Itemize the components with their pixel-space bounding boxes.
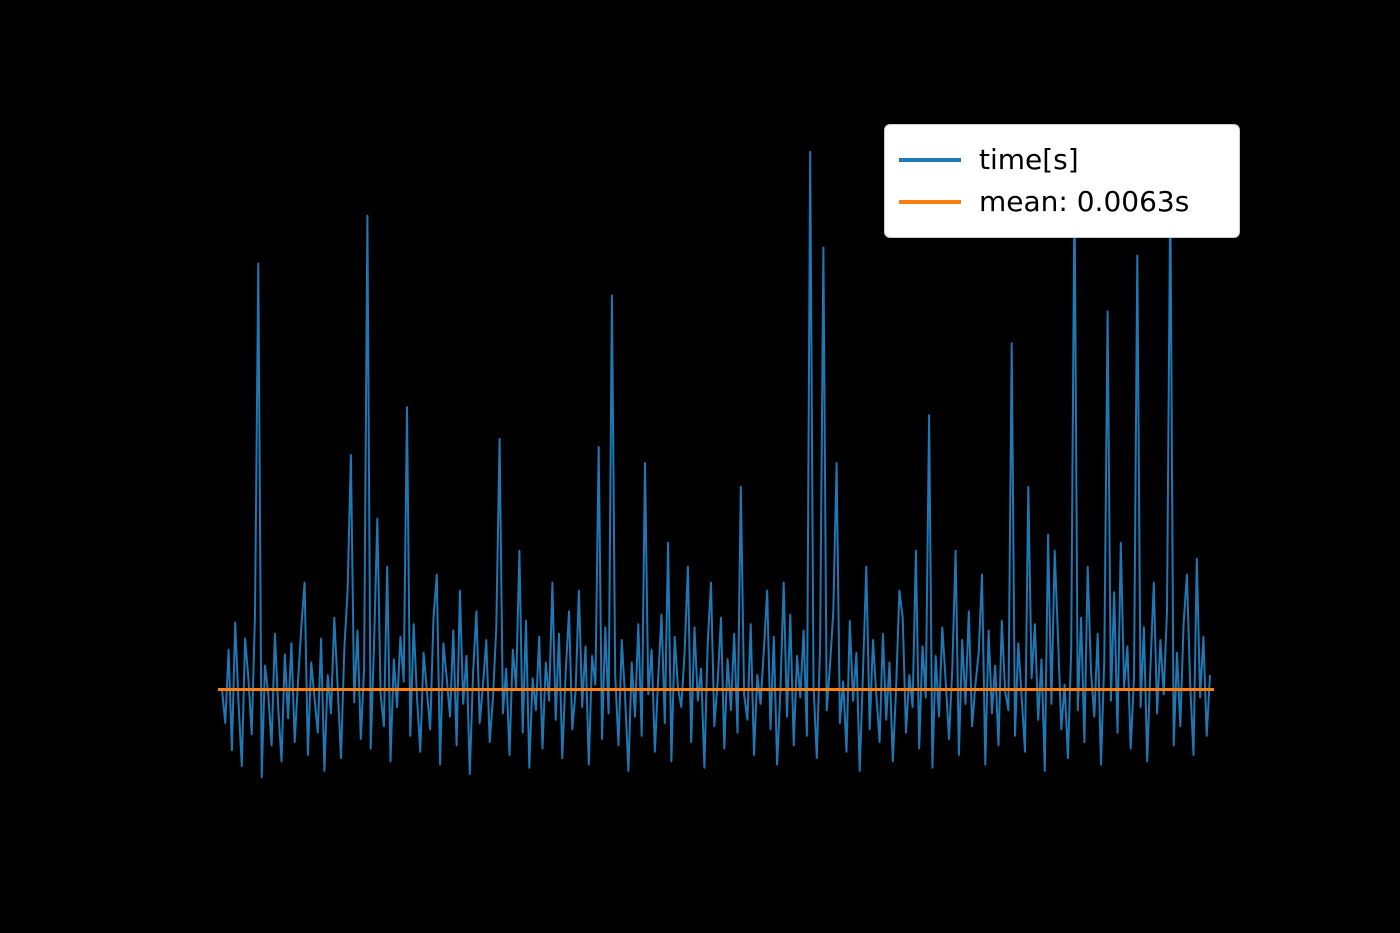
legend-swatch-mean-line [899, 200, 961, 204]
legend: time[s] mean: 0.0063s [884, 124, 1240, 238]
time-series-line [221, 150, 1211, 779]
legend-item-time: time[s] [899, 139, 1219, 181]
legend-label-time: time[s] [979, 143, 1079, 176]
legend-swatch-time-line [899, 158, 961, 162]
legend-label-mean: mean: 0.0063s [979, 185, 1190, 218]
legend-item-mean: mean: 0.0063s [899, 181, 1219, 223]
